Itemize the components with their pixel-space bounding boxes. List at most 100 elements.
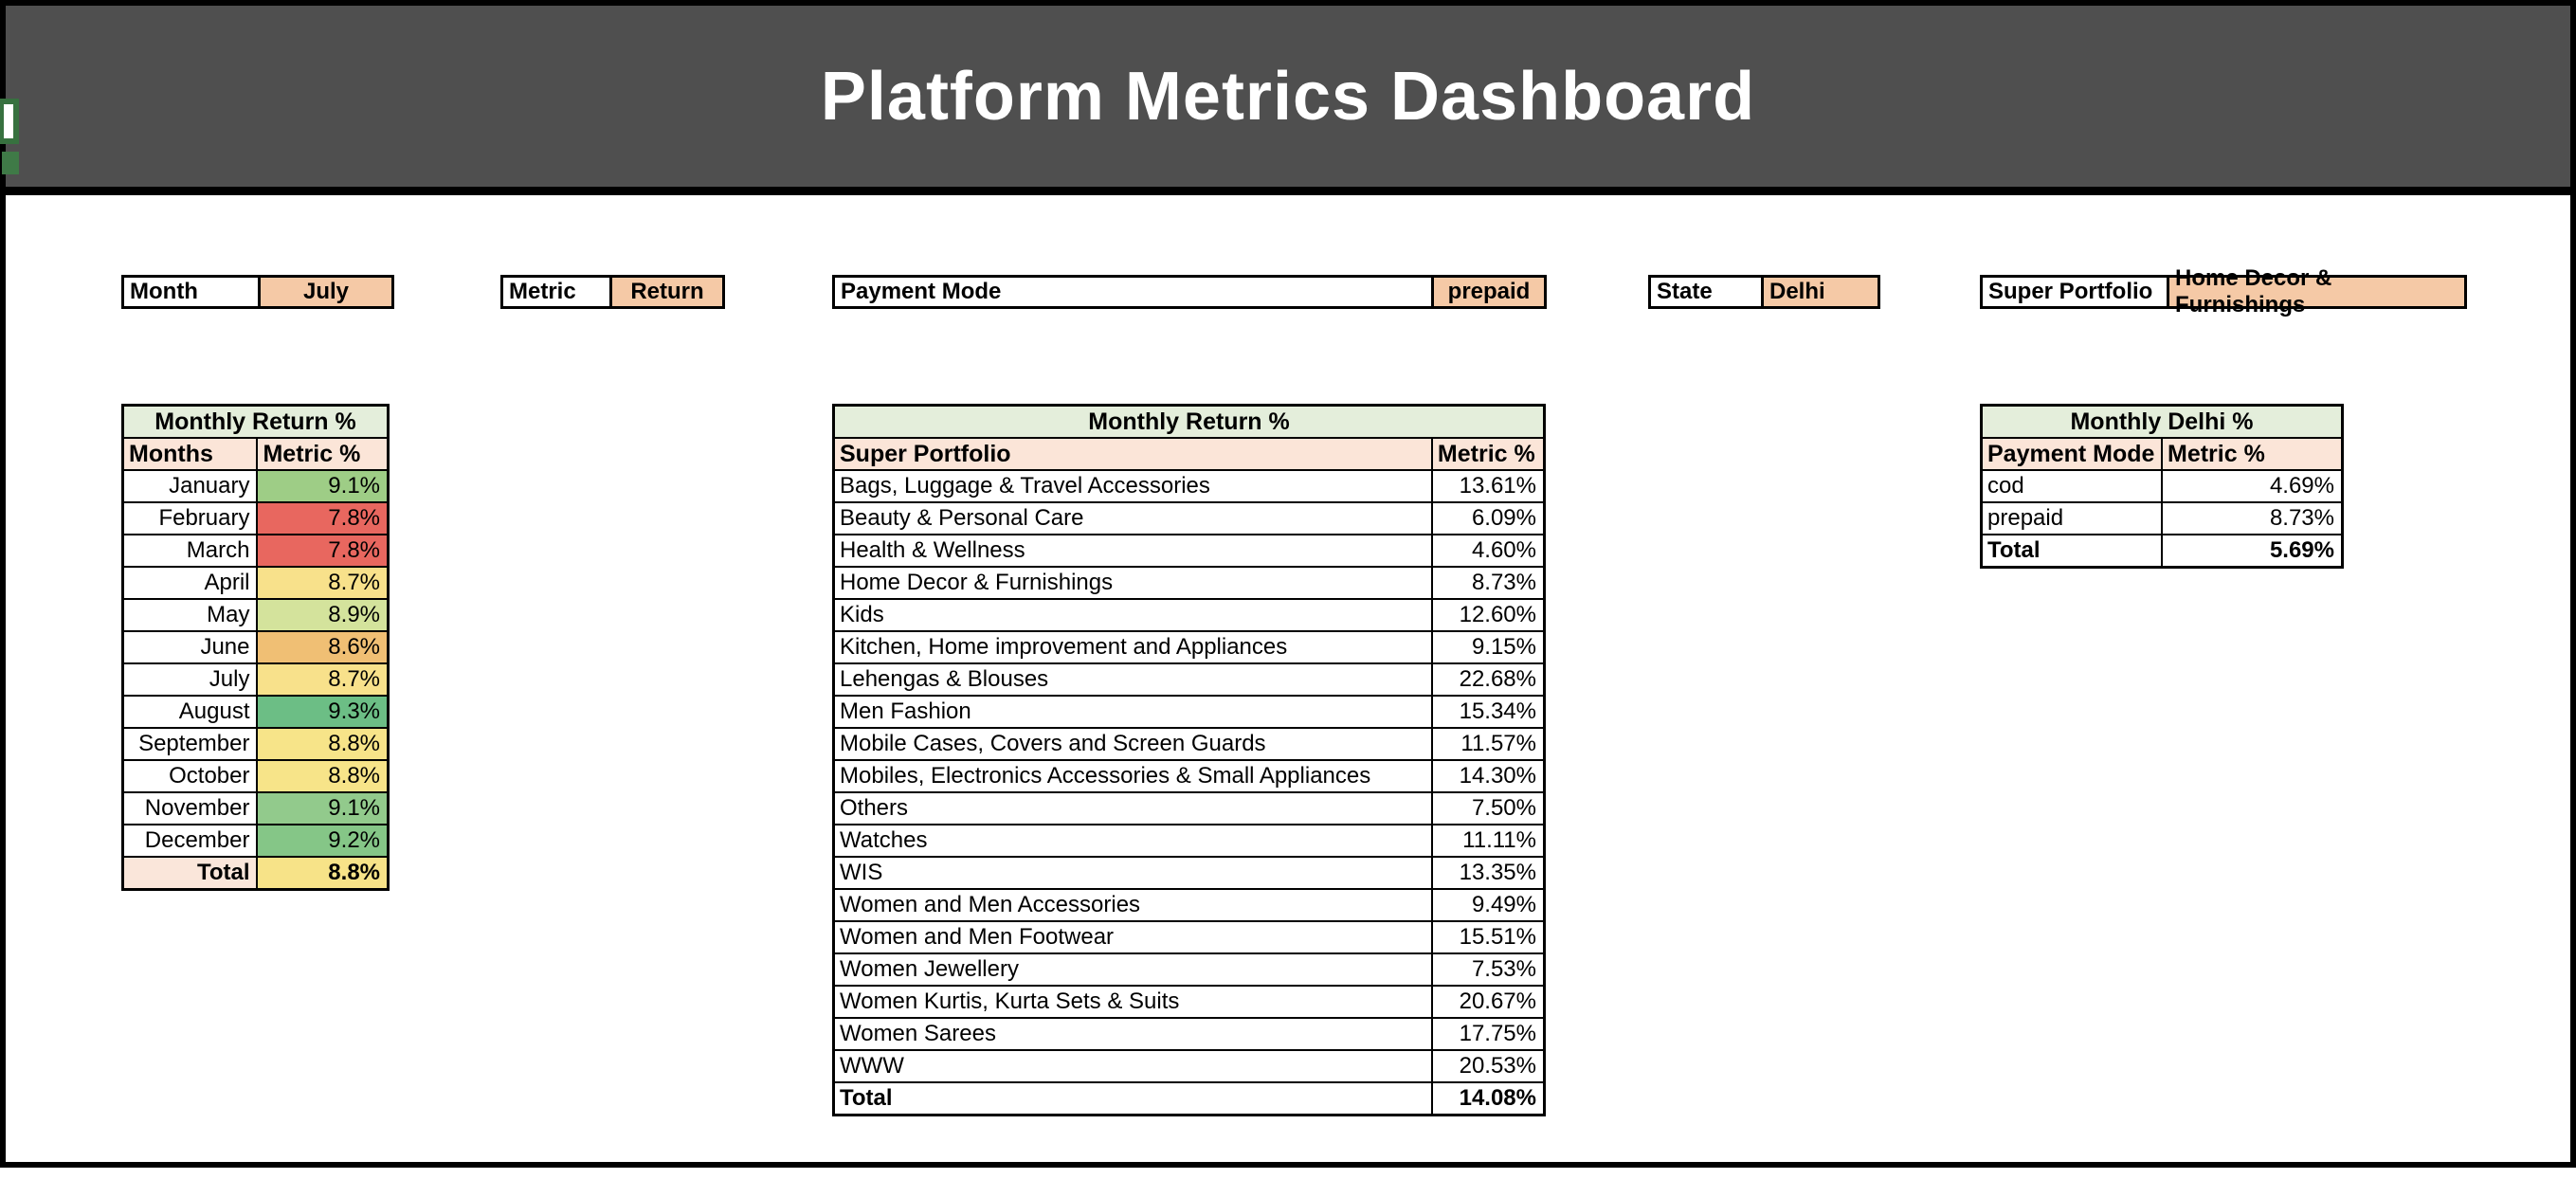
- table-row: Watches 11.11%: [835, 824, 1543, 856]
- metric-cell: 7.50%: [1430, 793, 1543, 824]
- total-value: 5.69%: [2160, 535, 2341, 566]
- monthly-table-header: Months Metric %: [124, 437, 387, 469]
- metric-cell: 7.8%: [256, 535, 387, 566]
- table-row: Mobiles, Electronics Accessories & Small…: [835, 759, 1543, 791]
- metric-cell: 9.49%: [1430, 890, 1543, 920]
- month-cell: September: [138, 731, 250, 756]
- label-cell: Kids: [840, 602, 884, 627]
- metric-cell: 22.68%: [1430, 664, 1543, 695]
- metric-cell: 8.7%: [256, 568, 387, 598]
- total-label: Total: [1987, 537, 2041, 563]
- portfolio-table-body: Bags, Luggage & Travel Accessories 13.61…: [835, 469, 1543, 1081]
- table-row: Lehengas & Blouses 22.68%: [835, 662, 1543, 695]
- sheet-edge-artifact: [0, 99, 27, 178]
- filter-metric-label: Metric: [503, 278, 609, 306]
- filter-metric: Metric Return: [500, 275, 725, 309]
- table-row: Men Fashion 15.34%: [835, 695, 1543, 727]
- filter-super-portfolio-value[interactable]: Home Decor & Furnishings: [2167, 265, 2464, 317]
- month-cell: March: [186, 537, 250, 563]
- filter-metric-value[interactable]: Return: [609, 278, 722, 306]
- label-cell: Mobiles, Electronics Accessories & Small…: [840, 763, 1371, 789]
- monthly-table-body: January 9.1% February 7.8% March 7.8% Ap…: [124, 469, 387, 856]
- delhi-table-title: Monthly Delhi %: [1983, 407, 2341, 437]
- metric-cell: 8.6%: [256, 632, 387, 662]
- label-cell: Lehengas & Blouses: [840, 666, 1049, 692]
- portfolio-total-row: Total 14.08%: [835, 1081, 1543, 1114]
- metric-cell: 9.15%: [1430, 632, 1543, 662]
- label-cell: Mobile Cases, Covers and Screen Guards: [840, 731, 1266, 756]
- table-row: January 9.1%: [124, 469, 387, 501]
- filter-payment-mode-value[interactable]: prepaid: [1431, 278, 1544, 306]
- total-label: Total: [124, 858, 257, 888]
- filter-month-value[interactable]: July: [258, 278, 391, 306]
- portfolio-table-title: Monthly Return %: [835, 407, 1543, 437]
- table-row: April 8.7%: [124, 566, 387, 598]
- metric-cell: 7.8%: [256, 503, 387, 534]
- table-row: September 8.8%: [124, 727, 387, 759]
- edge-artifact-outline: [0, 99, 19, 144]
- metric-cell: 8.8%: [256, 761, 387, 791]
- metric-cell: 8.8%: [256, 729, 387, 759]
- monthly-return-table: Monthly Return % Months Metric % January…: [121, 404, 390, 891]
- label-cell: Men Fashion: [840, 698, 971, 724]
- table-row: Kitchen, Home improvement and Appliances…: [835, 630, 1543, 662]
- column-header-months: Months: [129, 440, 213, 467]
- label-cell: Health & Wellness: [840, 537, 1025, 563]
- metric-cell: 8.73%: [1430, 568, 1543, 598]
- delhi-table-header: Payment Mode Metric %: [1983, 437, 2341, 469]
- month-cell: January: [169, 473, 250, 499]
- metric-cell: 9.1%: [256, 793, 387, 824]
- page-title: Platform Metrics Dashboard: [820, 58, 1756, 135]
- metric-cell: 8.7%: [256, 664, 387, 695]
- month-cell: August: [178, 698, 250, 724]
- metric-cell: 15.51%: [1430, 922, 1543, 952]
- table-row: Women Sarees 17.75%: [835, 1017, 1543, 1049]
- table-row: February 7.8%: [124, 501, 387, 534]
- month-cell: June: [200, 634, 250, 660]
- metric-cell: 12.60%: [1430, 600, 1543, 630]
- month-cell: May: [207, 602, 250, 627]
- table-row: Women Kurtis, Kurta Sets & Suits 20.67%: [835, 985, 1543, 1017]
- column-header-metric: Metric %: [1430, 439, 1543, 469]
- total-label: Total: [840, 1085, 893, 1111]
- delhi-table: Monthly Delhi % Payment Mode Metric % co…: [1980, 404, 2344, 569]
- portfolio-return-table: Monthly Return % Super Portfolio Metric …: [832, 404, 1546, 1116]
- column-header-metric: Metric %: [256, 439, 387, 469]
- label-cell: cod: [1987, 473, 2024, 499]
- column-header-payment-mode: Payment Mode: [1987, 440, 2155, 467]
- label-cell: WIS: [840, 860, 883, 885]
- metric-cell: 4.69%: [2160, 471, 2341, 501]
- month-cell: October: [169, 763, 250, 789]
- table-row: Women and Men Footwear 15.51%: [835, 920, 1543, 952]
- filter-state-value[interactable]: Delhi: [1761, 278, 1878, 306]
- label-cell: Women Jewellery: [840, 956, 1019, 982]
- month-cell: December: [144, 827, 250, 853]
- table-row: Kids 12.60%: [835, 598, 1543, 630]
- table-row: July 8.7%: [124, 662, 387, 695]
- table-row: October 8.8%: [124, 759, 387, 791]
- table-row: June 8.6%: [124, 630, 387, 662]
- table-row: November 9.1%: [124, 791, 387, 824]
- metric-cell: 17.75%: [1430, 1019, 1543, 1049]
- monthly-table-title: Monthly Return %: [124, 407, 387, 437]
- metric-cell: 8.73%: [2160, 503, 2341, 534]
- column-header-super-portfolio: Super Portfolio: [840, 440, 1011, 467]
- delhi-total-row: Total 5.69%: [1983, 534, 2341, 566]
- table-row: prepaid 8.73%: [1983, 501, 2341, 534]
- delhi-table-body: cod 4.69% prepaid 8.73%: [1983, 469, 2341, 534]
- month-cell: November: [144, 795, 250, 821]
- label-cell: Women and Men Footwear: [840, 924, 1115, 950]
- filter-payment-mode: Payment Mode prepaid: [832, 275, 1547, 309]
- table-row: August 9.3%: [124, 695, 387, 727]
- metric-cell: 20.67%: [1430, 987, 1543, 1017]
- label-cell: Kitchen, Home improvement and Appliances: [840, 634, 1288, 660]
- filter-month: Month July: [121, 275, 394, 309]
- filter-payment-mode-label: Payment Mode: [835, 278, 1431, 306]
- metric-cell: 7.53%: [1430, 954, 1543, 985]
- metric-cell: 13.61%: [1430, 471, 1543, 501]
- metric-cell: 11.57%: [1430, 729, 1543, 759]
- total-value: 8.8%: [256, 858, 387, 888]
- label-cell: Women and Men Accessories: [840, 892, 1141, 917]
- filter-state-label: State: [1651, 278, 1761, 306]
- table-row: Women Jewellery 7.53%: [835, 952, 1543, 985]
